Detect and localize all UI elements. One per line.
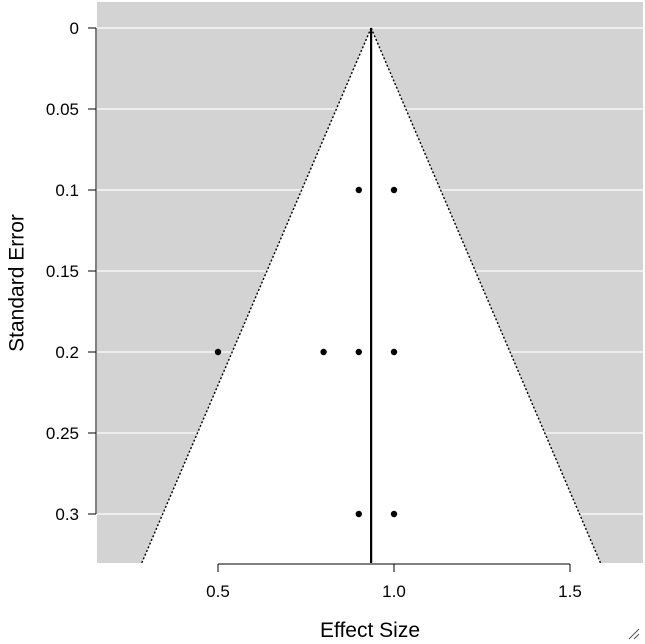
y-tick-label: 0.3 — [55, 505, 79, 524]
data-point — [390, 348, 398, 356]
data-points — [214, 186, 398, 518]
x-tick-label: 0.5 — [206, 582, 230, 601]
y-tick-label: 0.25 — [46, 424, 79, 443]
y-tick-label: 0 — [70, 19, 79, 38]
x-tick-label: 1.0 — [382, 582, 406, 601]
funnel-right-bound — [370, 27, 602, 564]
data-point — [320, 348, 327, 356]
data-point — [355, 510, 362, 518]
y-tick-label: 0.1 — [55, 181, 79, 200]
x-tick-label: 1.5 — [558, 582, 582, 601]
data-point — [355, 348, 362, 356]
resize-grip-icon — [628, 628, 640, 640]
y-tick-label: 0.2 — [55, 343, 79, 362]
y-axis-title: Standard Error — [6, 214, 29, 352]
y-tick-label: 0.05 — [46, 100, 79, 119]
data-point — [355, 186, 362, 194]
funnel-left-bound — [141, 27, 372, 564]
y-tick-label: 0.15 — [46, 262, 79, 281]
y-axis: 0 0.05 0.1 0.15 0.2 0.25 0.3 — [46, 19, 97, 524]
data-point — [390, 186, 398, 194]
data-point — [214, 348, 222, 356]
x-axis-title: Effect Size — [320, 619, 420, 642]
x-axis: 0.5 1.0 1.5 — [206, 563, 582, 601]
data-point — [390, 510, 398, 518]
